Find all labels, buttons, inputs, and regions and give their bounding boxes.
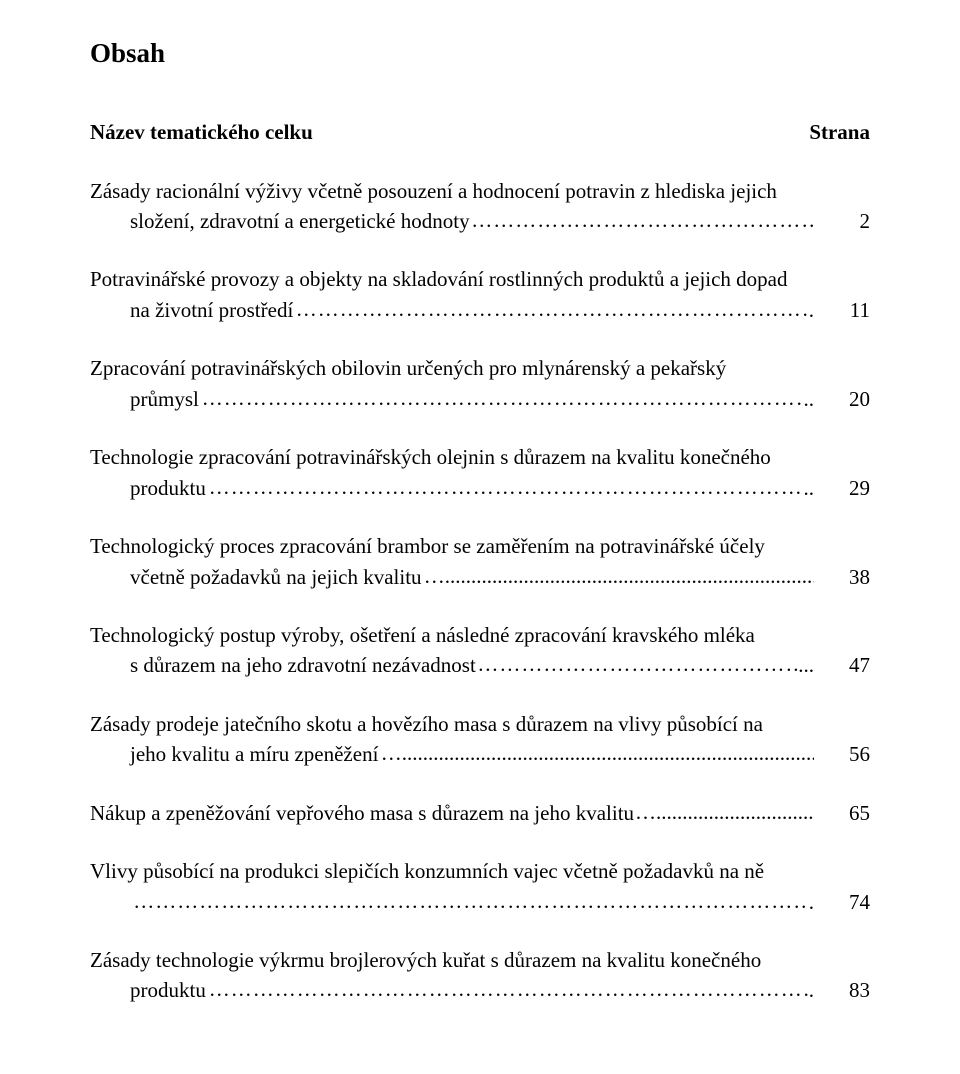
toc-page-number: 2 — [814, 206, 870, 236]
toc-entry-last-line: Nákup a zpeněžování vepřového masa s důr… — [90, 798, 634, 828]
toc-page-number: 56 — [814, 739, 870, 769]
toc-entry: Potravinářské provozy a objekty na sklad… — [90, 264, 870, 325]
toc-entry: Zásady prodeje jatečního skotu a hovězíh… — [90, 709, 870, 770]
toc-leader-row: produktu..29 — [90, 473, 870, 503]
leader-fill — [477, 649, 798, 679]
toc-entry-last-line: s důrazem na jeho zdravotní nezávadnost — [90, 650, 476, 680]
toc-page-number: 11 — [814, 295, 870, 325]
toc-entry-last-line: složení, zdravotní a energetické hodnoty — [90, 206, 470, 236]
toc-entry: Technologický postup výroby, ošetření a … — [90, 620, 870, 681]
leader-trailing: .. — [804, 473, 815, 503]
leader-fill — [381, 738, 814, 768]
toc-leader-row: Nákup a zpeněžování vepřového masa s důr… — [90, 798, 870, 828]
toc-header-row: Název tematického celku Strana — [90, 117, 870, 147]
toc-page-number: 83 — [814, 975, 870, 1005]
toc-leader-row: jeho kvalitu a míru zpeněžení 56 — [90, 739, 870, 769]
toc-entry-last-line: průmysl — [90, 384, 199, 414]
leader-fill — [133, 886, 808, 916]
toc-entry: Nákup a zpeněžování vepřového masa s důr… — [90, 798, 870, 828]
toc-entry-last-line: jeho kvalitu a míru zpeněžení — [90, 739, 378, 769]
toc-entry: Technologie zpracování potravinářských o… — [90, 442, 870, 503]
toc-leader-row: na životní prostředí.11 — [90, 295, 870, 325]
leader-trailing: ... — [798, 650, 814, 680]
toc-entry-line: Zpracování potravinářských obilovin urče… — [90, 353, 870, 383]
toc-page-number: 38 — [814, 562, 870, 592]
toc-entry-line: Technologický postup výroby, ošetření a … — [90, 620, 870, 650]
toc-leader-row: .74 — [90, 887, 870, 917]
toc-entry-line: Zásady prodeje jatečního skotu a hovězíh… — [90, 709, 870, 739]
toc-entry: Zásady racionální výživy včetně posouzen… — [90, 176, 870, 237]
toc-entry: Vlivy působící na produkci slepičích kon… — [90, 856, 870, 917]
toc-leader-row: s důrazem na jeho zdravotní nezávadnost.… — [90, 650, 870, 680]
toc-leader-row: složení, zdravotní a energetické hodnoty… — [90, 206, 870, 236]
toc-entry-line: Potravinářské provozy a objekty na sklad… — [90, 264, 870, 294]
toc-page-number: 29 — [814, 473, 870, 503]
leader-fill — [202, 383, 804, 413]
leader-fill — [296, 294, 809, 324]
toc-header-right: Strana — [809, 117, 870, 147]
toc-entry-last-line: produktu — [90, 975, 206, 1005]
leader-fill — [635, 797, 814, 827]
toc-entry: Zásady technologie výkrmu brojlerových k… — [90, 945, 870, 1006]
toc-header-left: Název tematického celku — [90, 117, 313, 147]
toc-entry-line: Zásady technologie výkrmu brojlerových k… — [90, 945, 870, 975]
toc-entry: Zpracování potravinářských obilovin urče… — [90, 353, 870, 414]
toc-leader-row: průmysl..20 — [90, 384, 870, 414]
toc-entry-last-line: produktu — [90, 473, 206, 503]
leader-fill — [424, 561, 814, 591]
toc-leader-row: produktu.83 — [90, 975, 870, 1005]
toc-page-number: 65 — [814, 798, 870, 828]
page-title: Obsah — [90, 34, 870, 73]
leader-trailing: .. — [804, 384, 815, 414]
toc-entry: Technologický proces zpracování brambor … — [90, 531, 870, 592]
toc-page-number: 20 — [814, 384, 870, 414]
leader-fill — [209, 472, 804, 502]
leader-fill — [209, 974, 809, 1004]
toc-page-number: 47 — [814, 650, 870, 680]
toc-entry-line: Vlivy působící na produkci slepičích kon… — [90, 856, 870, 886]
leader-fill — [471, 205, 814, 235]
toc-entry-last-line: včetně požadavků na jejich kvalitu — [90, 562, 422, 592]
toc-page-number: 74 — [814, 887, 870, 917]
toc-entry-last-line: na životní prostředí — [90, 295, 293, 325]
toc-entry-line: Zásady racionální výživy včetně posouzen… — [90, 176, 870, 206]
toc-entry-line: Technologie zpracování potravinářských o… — [90, 442, 870, 472]
toc-leader-row: včetně požadavků na jejich kvalitu 38 — [90, 562, 870, 592]
toc-list: Zásady racionální výživy včetně posouzen… — [90, 176, 870, 1006]
toc-entry-line: Technologický proces zpracování brambor … — [90, 531, 870, 561]
